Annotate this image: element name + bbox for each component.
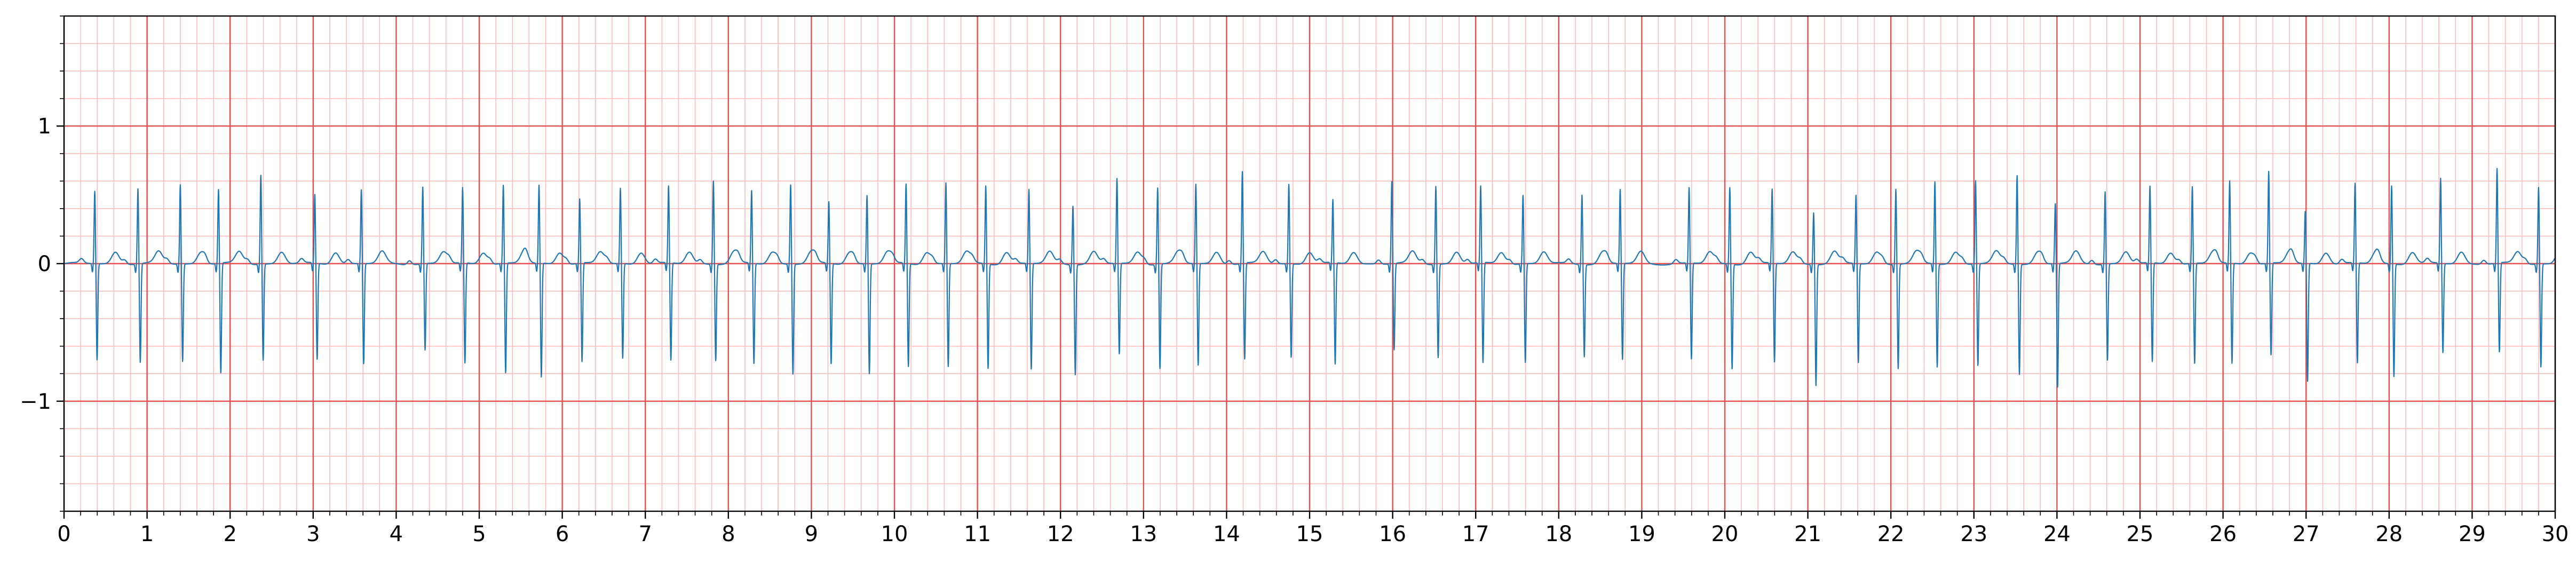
- x-axis-ticks: 0 1 2 3 4 5 6 7 8 9 10 11 12 13 14 15 16 17 18 19 20 21 22 23 24…: [57, 511, 2569, 546]
- x-tick-label: 8: [722, 522, 735, 546]
- x-tick-label: 10: [881, 522, 908, 546]
- ecg-trace-line: [64, 168, 2556, 388]
- x-tick-label: 2: [223, 522, 236, 546]
- x-tick-label: 11: [964, 522, 991, 546]
- ecg-trace-layer: [64, 168, 2556, 388]
- x-tick-label: 6: [556, 522, 569, 546]
- x-tick-label: 25: [2127, 522, 2154, 546]
- x-tick-label: 13: [1130, 522, 1157, 546]
- y-tick-label: −1: [20, 390, 51, 414]
- x-tick-label: 19: [1628, 522, 1655, 546]
- x-tick-label: 28: [2375, 522, 2403, 546]
- x-tick-label: 1: [140, 522, 154, 546]
- x-tick-label: 12: [1047, 522, 1074, 546]
- x-tick-label: 14: [1213, 522, 1240, 546]
- x-tick-label: 30: [2542, 522, 2569, 546]
- x-tick-label: 4: [390, 522, 403, 546]
- x-tick-label: 20: [1711, 522, 1739, 546]
- y-tick-label: 1: [38, 114, 51, 139]
- x-tick-label: 24: [2043, 522, 2071, 546]
- x-tick-label: 29: [2459, 522, 2486, 546]
- x-tick-label: 0: [57, 522, 70, 546]
- x-tick-label: 3: [306, 522, 320, 546]
- x-tick-label: 18: [1545, 522, 1572, 546]
- x-tick-label: 9: [805, 522, 818, 546]
- x-tick-label: 23: [1960, 522, 1987, 546]
- x-tick-label: 27: [2293, 522, 2320, 546]
- x-tick-label: 5: [472, 522, 486, 546]
- x-tick-label: 7: [638, 522, 652, 546]
- x-tick-label: 15: [1296, 522, 1323, 546]
- x-tick-label: 17: [1462, 522, 1489, 546]
- y-tick-label: 0: [38, 252, 51, 276]
- y-axis-ticks: −1 0 1: [20, 15, 64, 512]
- x-tick-label: 16: [1379, 522, 1406, 546]
- x-tick-label: 21: [1794, 522, 1821, 546]
- x-tick-label: 22: [1877, 522, 1905, 546]
- x-tick-label: 26: [2209, 522, 2237, 546]
